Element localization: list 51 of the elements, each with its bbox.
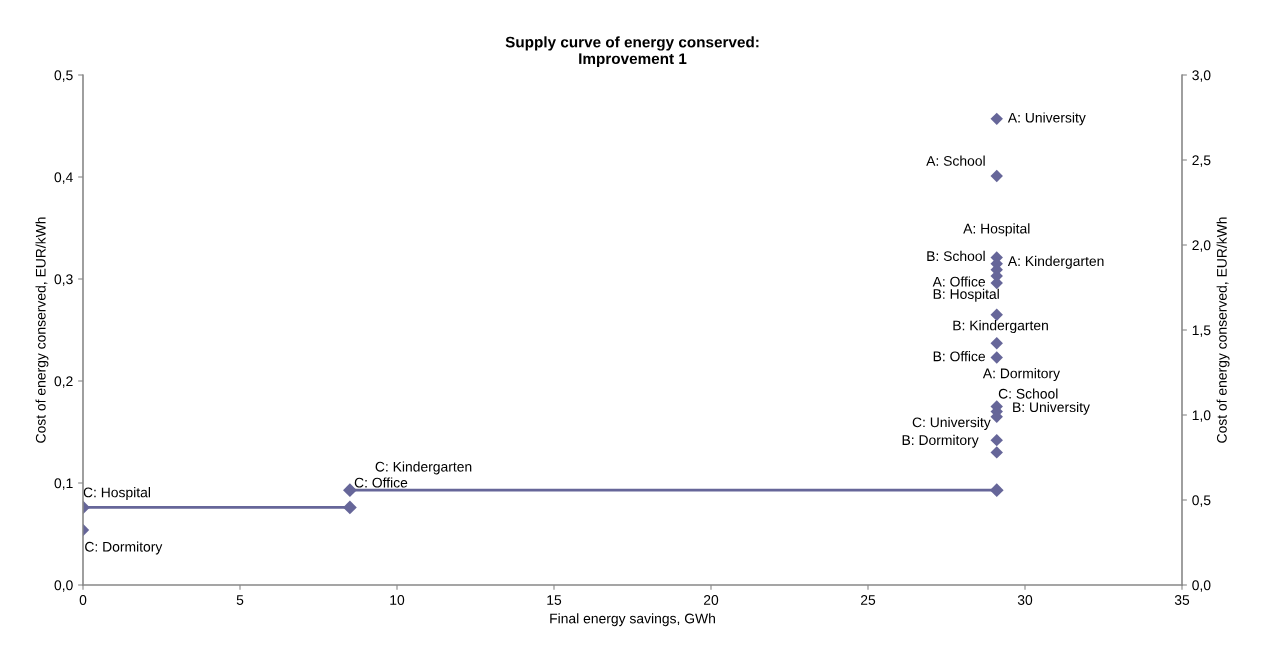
x-tick-label: 15 — [547, 595, 562, 605]
annotation: C: University — [912, 417, 991, 430]
annotation: A: Kindergarten — [1007, 255, 1104, 269]
annotation: C: Kindergarten — [375, 461, 472, 475]
y-tick-label: 0,5 — [54, 70, 73, 82]
annotation: C: Office — [354, 477, 408, 488]
annotation: A: University — [1007, 112, 1086, 126]
y2-tick-label: 0,0 — [1192, 580, 1211, 592]
annotation: C: School — [998, 388, 1058, 399]
point — [990, 169, 1003, 183]
annotation: B: Dormitory — [902, 434, 979, 448]
point — [990, 446, 1003, 459]
y-tick-label: 0,1 — [54, 478, 73, 490]
x-tick-label: 10 — [390, 595, 405, 605]
x-tick-label: 5 — [236, 595, 244, 605]
y2-tick-label: 1,0 — [1192, 410, 1211, 422]
y2-tick-label: 3,0 — [1192, 70, 1211, 82]
x-tick-label: 25 — [860, 595, 876, 605]
annotation: B: Office — [933, 351, 986, 362]
annotation: A: Hospital — [963, 223, 1030, 237]
y2-axis-title: Cost of energy conserved, EUR/kWh — [1216, 217, 1230, 443]
point — [989, 483, 1004, 498]
annotation: B: Kindergarten — [953, 320, 1048, 334]
y-tick-label: 0,2 — [54, 376, 73, 388]
annotation: C: Dormitory — [85, 541, 163, 555]
annotation: A: Office — [932, 276, 986, 287]
annotation: B: University — [1013, 401, 1090, 415]
point — [990, 308, 1003, 321]
y-tick-label: 0,3 — [54, 274, 73, 286]
y-tick-label: 0,0 — [54, 580, 73, 592]
y2-tick-label: 2,0 — [1192, 240, 1211, 252]
y2-tick-label: 2,5 — [1192, 155, 1211, 167]
chart-title: Supply curve of energy conserved: Improvement 1 — [505, 36, 759, 68]
annotation: B: Hospital — [933, 288, 999, 302]
point — [990, 351, 1003, 364]
annotation: B: School — [927, 250, 985, 262]
x-tick-label: 30 — [1017, 595, 1033, 605]
point — [990, 112, 1003, 126]
x-axis-title: Final energy savings, GWh — [550, 613, 715, 627]
annotation: A: School — [926, 155, 985, 166]
x-tick-label: 0 — [79, 595, 87, 605]
point — [990, 433, 1003, 447]
annotation: C: Hospital — [83, 487, 150, 501]
x-tick-label: 35 — [1174, 595, 1190, 605]
annotation: A: Dormitory — [982, 368, 1060, 382]
y2-tick-label: 1,5 — [1192, 325, 1211, 337]
y-axis-title: Cost of energy conserved, EUR/kWh — [35, 217, 49, 443]
y-tick-label: 0,4 — [54, 172, 73, 184]
x-tick-label: 20 — [703, 595, 719, 605]
y2-tick-label: 0,5 — [1192, 495, 1211, 507]
point — [990, 337, 1003, 350]
